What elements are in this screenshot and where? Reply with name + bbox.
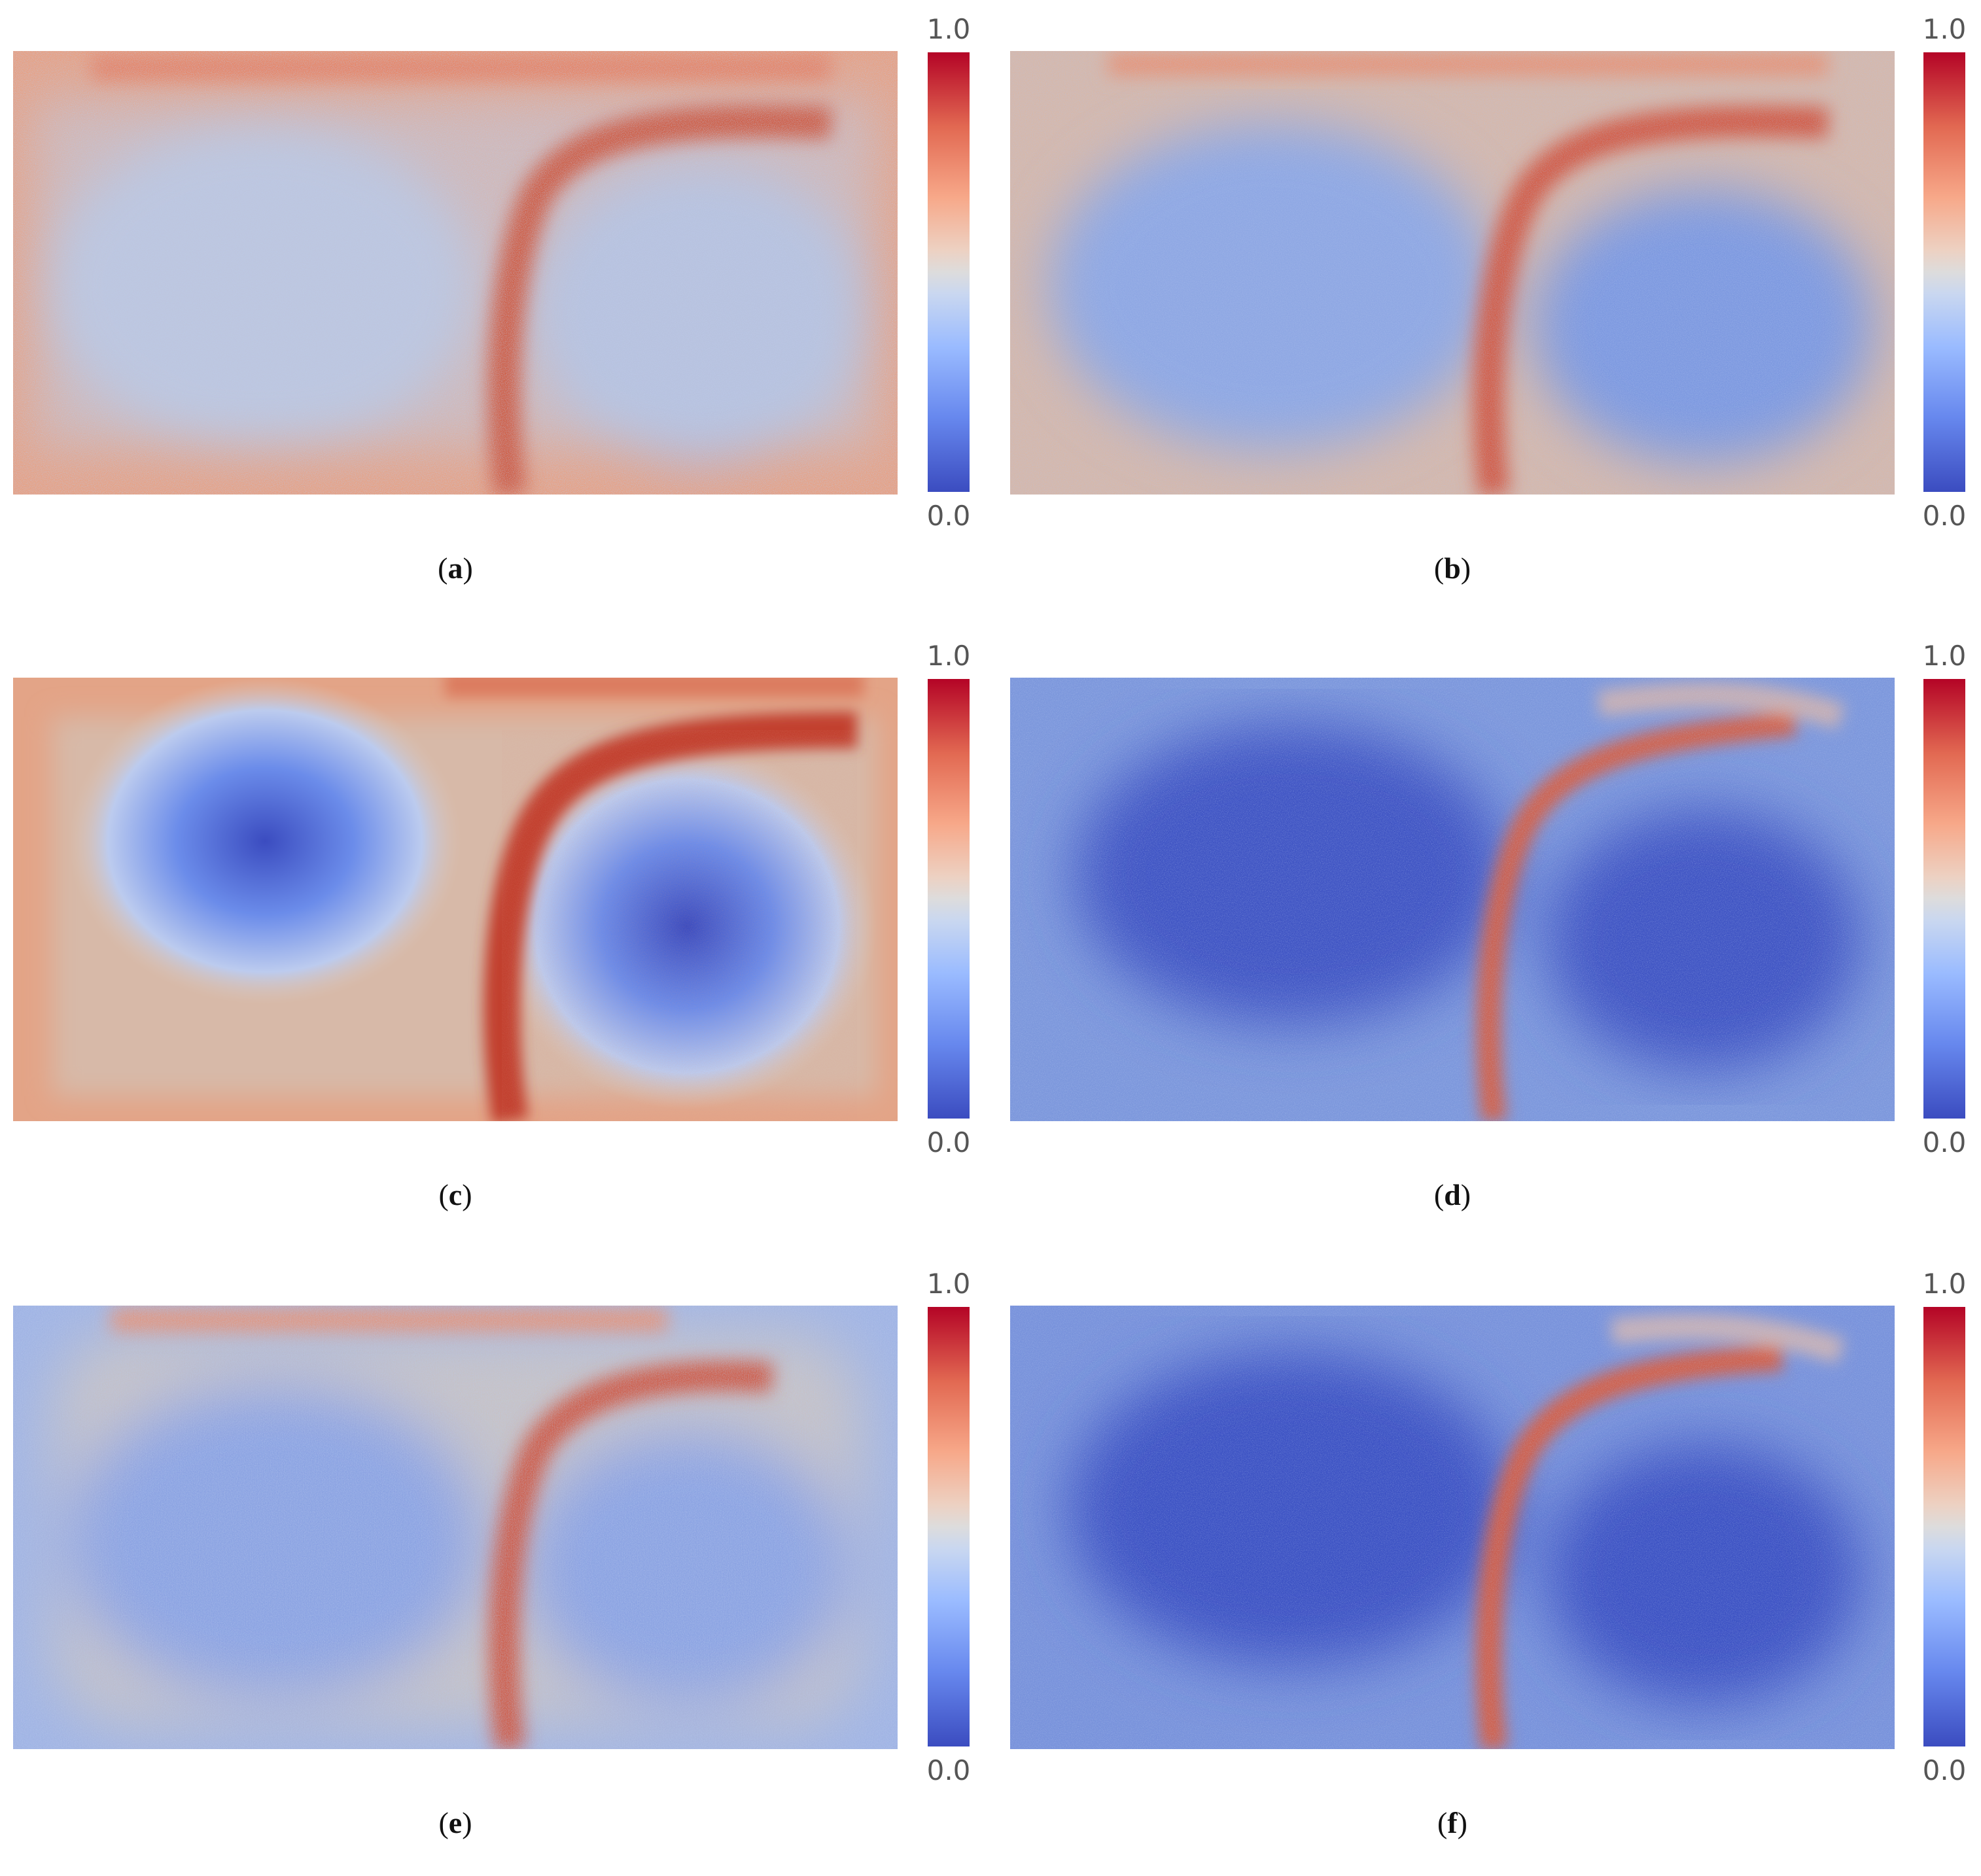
heatmap-f bbox=[1010, 1306, 1895, 1749]
colorbar-c bbox=[928, 679, 970, 1119]
panel-caption-letter: d bbox=[1444, 1178, 1461, 1211]
panel-f: 1.0 0.0 (f) bbox=[990, 1255, 1981, 1876]
colorbar-max-label: 1.0 bbox=[1922, 640, 1967, 672]
colorbar-min-label: 0.0 bbox=[926, 1754, 971, 1786]
heatmap-image-a bbox=[13, 51, 898, 495]
colorbar-a bbox=[928, 52, 970, 492]
colorbar-max-label: 1.0 bbox=[1922, 13, 1967, 45]
colorbar-max-label: 1.0 bbox=[926, 1268, 971, 1300]
heatmap-c bbox=[13, 678, 898, 1121]
panel-caption: (a) bbox=[438, 551, 473, 585]
heatmap-d bbox=[1010, 678, 1895, 1121]
panel-caption: (e) bbox=[438, 1806, 472, 1839]
panel-caption-letter: c bbox=[448, 1178, 463, 1211]
colorbar-f bbox=[1923, 1307, 1965, 1746]
heatmap-e bbox=[13, 1306, 898, 1749]
heatmap-image-c bbox=[13, 678, 898, 1121]
colorbar-max-label: 1.0 bbox=[926, 13, 971, 45]
panel-caption-letter: a bbox=[447, 551, 463, 585]
panel-caption-letter: f bbox=[1447, 1806, 1458, 1839]
colorbar-b bbox=[1923, 52, 1965, 492]
colorbar-e bbox=[928, 1307, 970, 1746]
panel-b: 1.0 0.0 (b) bbox=[990, 0, 1981, 621]
panel-caption-letter: b bbox=[1444, 551, 1461, 585]
heatmap-a bbox=[13, 51, 898, 495]
colorbar-min-label: 0.0 bbox=[1922, 500, 1967, 532]
heatmap-b bbox=[1010, 51, 1895, 495]
panel-d: 1.0 0.0 (d) bbox=[990, 627, 1981, 1248]
colorbar-min-label: 0.0 bbox=[1922, 1126, 1967, 1158]
colorbar-min-label: 0.0 bbox=[926, 500, 971, 532]
panel-a: 1.0 0.0 (a) bbox=[0, 0, 990, 621]
colorbar-min-label: 0.0 bbox=[926, 1126, 971, 1158]
colorbar-max-label: 1.0 bbox=[1922, 1268, 1967, 1300]
panel-c: 1.0 0.0 (c) bbox=[0, 627, 990, 1248]
panel-caption-letter: e bbox=[448, 1806, 463, 1839]
heatmap-image-e bbox=[13, 1306, 898, 1749]
heatmap-image-b bbox=[1010, 51, 1895, 495]
colorbar-d bbox=[1923, 679, 1965, 1119]
heatmap-image-f bbox=[1010, 1306, 1895, 1749]
colorbar-max-label: 1.0 bbox=[926, 640, 971, 672]
panel-caption: (b) bbox=[1433, 551, 1471, 585]
panel-caption: (d) bbox=[1433, 1178, 1471, 1211]
heatmap-image-d bbox=[1010, 678, 1895, 1121]
panel-caption: (c) bbox=[438, 1178, 472, 1211]
colorbar-min-label: 0.0 bbox=[1922, 1754, 1967, 1786]
panel-caption: (f) bbox=[1437, 1806, 1467, 1839]
panel-e: 1.0 0.0 (e) bbox=[0, 1255, 990, 1876]
